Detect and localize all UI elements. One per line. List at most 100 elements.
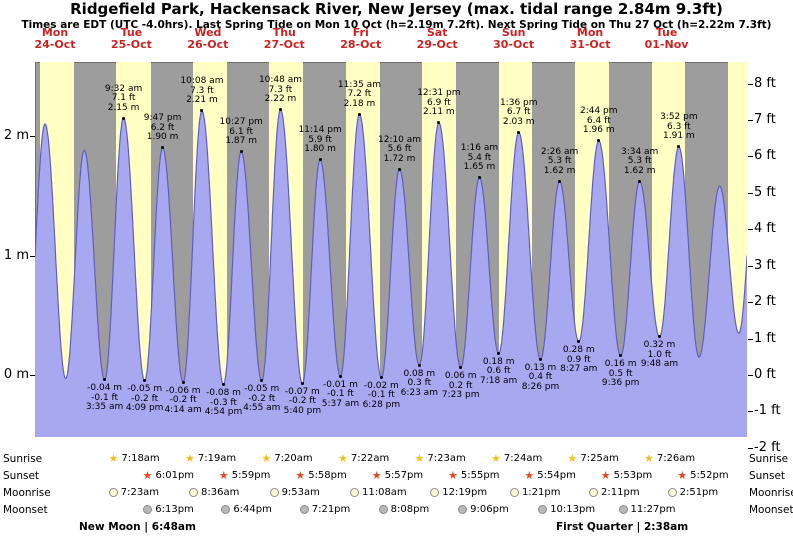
- moonset-circle-icon: [458, 505, 468, 514]
- tide-high-annotation: 12:10 am 5.6 ft 1.72 m: [377, 134, 422, 164]
- tide-extreme-marker: [200, 109, 204, 113]
- moonset-entry: 8:08pm: [378, 503, 430, 516]
- tide-extreme-marker: [338, 374, 342, 378]
- feet-tick-label: 3 ft: [754, 257, 776, 273]
- tide-low-annotation: 0.18 m 0.6 ft 7:18 am: [479, 356, 518, 386]
- feet-tick-label: -1 ft: [754, 403, 781, 419]
- moonset-time: 9:06pm: [470, 504, 509, 515]
- feet-tick-label: 1 ft: [754, 330, 776, 346]
- sunset-time: 5:55pm: [460, 470, 500, 481]
- sunset-time: 5:57pm: [384, 470, 424, 481]
- day-label: Wed 26-Oct: [174, 27, 242, 51]
- tide-low-annotation: 0.32 m 1.0 ft 9:48 am: [640, 340, 679, 370]
- feet-tick-mark: [748, 265, 753, 267]
- feet-tick-mark: [748, 411, 753, 413]
- moonrise-circle-icon: [667, 488, 677, 497]
- feet-tick-mark: [748, 120, 753, 122]
- moonrise-time: 7:23am: [120, 487, 160, 498]
- moonrise-entry: 1:21pm: [509, 486, 560, 499]
- moonset-entry: 10:13pm: [538, 503, 595, 516]
- tide-low-annotation: 0.06 m 0.2 ft 7:23 pm: [441, 371, 480, 401]
- moonrise-entry: 8:36am: [189, 486, 239, 499]
- sunrise-time: 7:25am: [580, 453, 619, 464]
- sunset-time: 6:01pm: [155, 470, 195, 481]
- tide-low-annotation: -0.01 m -0.1 ft 5:37 am: [321, 379, 360, 409]
- day-date: 25-Oct: [110, 38, 152, 51]
- sunrise-entry: ★ 7:20am: [261, 452, 312, 465]
- moonset-circle-icon: [143, 505, 153, 514]
- day-label: Tue 01-Nov: [633, 27, 701, 51]
- sunrise-star-icon: ★: [338, 452, 348, 465]
- tide-high-annotation: 10:48 am 7.3 ft 2.22 m: [258, 75, 303, 105]
- tide-extreme-marker: [161, 146, 165, 150]
- tide-low-annotation: -0.06 m -0.2 ft 4:14 am: [164, 385, 202, 415]
- sunrise-entry: ★ 7:18am: [108, 452, 159, 465]
- tide-high-annotation: 9:32 am 7.1 ft 2.15 m: [104, 83, 143, 113]
- sunset-star-icon: ★: [600, 469, 611, 482]
- sunrise-star-icon: ★: [414, 452, 425, 465]
- tide-extreme-marker: [538, 357, 542, 361]
- moonrise-entry: 2:51pm: [667, 486, 719, 499]
- tide-extreme-marker: [260, 379, 264, 383]
- day-label: Mon 31-Oct: [556, 27, 624, 51]
- feet-tick-label: 8 ft: [754, 75, 776, 91]
- tide-extreme-marker: [677, 145, 681, 149]
- moonrise-time: 2:51pm: [679, 487, 719, 498]
- tide-low-annotation: -0.05 m -0.2 ft 4:09 pm: [125, 384, 164, 414]
- tide-extreme-marker: [459, 366, 463, 370]
- tide-extreme-marker: [379, 375, 383, 379]
- tide-low-annotation: -0.04 m -0.1 ft 3:35 am: [85, 383, 124, 413]
- feet-tick-mark: [748, 338, 753, 340]
- moonset-time: 7:21pm: [311, 504, 351, 515]
- tide-extreme-marker: [638, 179, 642, 183]
- sunrise-row-label: Sunrise: [749, 453, 789, 465]
- moonrise-time: 12:19pm: [442, 487, 488, 498]
- moonset-entry: 6:13pm: [143, 503, 194, 516]
- sunrise-star-icon: ★: [184, 452, 195, 465]
- day-date: 30-Oct: [493, 38, 535, 51]
- day-name: Wed: [194, 26, 222, 39]
- tide-extreme-marker: [477, 176, 481, 180]
- moonset-entry: 9:06pm: [458, 503, 509, 516]
- tide-high-annotation: 1:36 pm 6.7 ft 2.03 m: [499, 97, 538, 127]
- moonset-circle-icon: [221, 505, 231, 514]
- sunrise-entry: ★ 7:26am: [644, 452, 695, 465]
- moonrise-row-label: Moonrise: [749, 487, 793, 499]
- tide-extreme-marker: [300, 381, 304, 385]
- feet-tick-mark: [748, 302, 753, 304]
- sunset-entry: ★ 5:52pm: [677, 469, 728, 482]
- moonrise-entry: 7:23am: [108, 486, 160, 499]
- moonset-time: 10:13pm: [550, 504, 596, 515]
- tide-extreme-marker: [517, 130, 521, 134]
- sunrise-time: 7:18am: [121, 453, 160, 464]
- feet-tick-mark: [748, 192, 753, 194]
- moonrise-circle-icon: [589, 488, 599, 497]
- sunrise-time: 7:26am: [656, 453, 696, 464]
- feet-tick-mark: [748, 447, 753, 449]
- day-label: Mon 24-Oct: [21, 27, 89, 51]
- sunset-entry: ★ 5:54pm: [524, 469, 575, 482]
- sunset-star-icon: ★: [142, 469, 153, 482]
- moonset-time: 8:08pm: [390, 504, 430, 515]
- moonset-row-label: Moonset: [3, 504, 48, 516]
- tide-low-annotation: 0.08 m 0.3 ft 6:23 am: [400, 368, 438, 398]
- tide-extreme-marker: [181, 380, 185, 384]
- feet-tick-label: 7 ft: [754, 112, 776, 128]
- day-date: 28-Oct: [340, 38, 382, 51]
- tide-high-annotation: 3:34 am 5.3 ft 1.62 m: [620, 146, 659, 176]
- moonset-entry: 7:21pm: [299, 503, 351, 516]
- meters-tick-label: 2 m: [3, 128, 29, 143]
- tide-extreme-marker: [417, 363, 421, 367]
- moonrise-circle-icon: [108, 488, 118, 497]
- moonset-entry: 6:44pm: [221, 503, 272, 516]
- sunset-time: 5:58pm: [308, 470, 347, 481]
- tide-extreme-marker: [497, 351, 501, 355]
- day-label: Sun 30-Oct: [480, 27, 548, 51]
- sunrise-time: 7:24am: [503, 453, 543, 464]
- sunset-entry: ★ 5:53pm: [601, 469, 652, 482]
- moonrise-time: 2:11pm: [601, 487, 640, 498]
- sunset-star-icon: ★: [448, 469, 458, 482]
- day-name: Thu: [272, 26, 296, 39]
- sunrise-star-icon: ★: [261, 452, 272, 465]
- day-name: Tue: [655, 26, 678, 39]
